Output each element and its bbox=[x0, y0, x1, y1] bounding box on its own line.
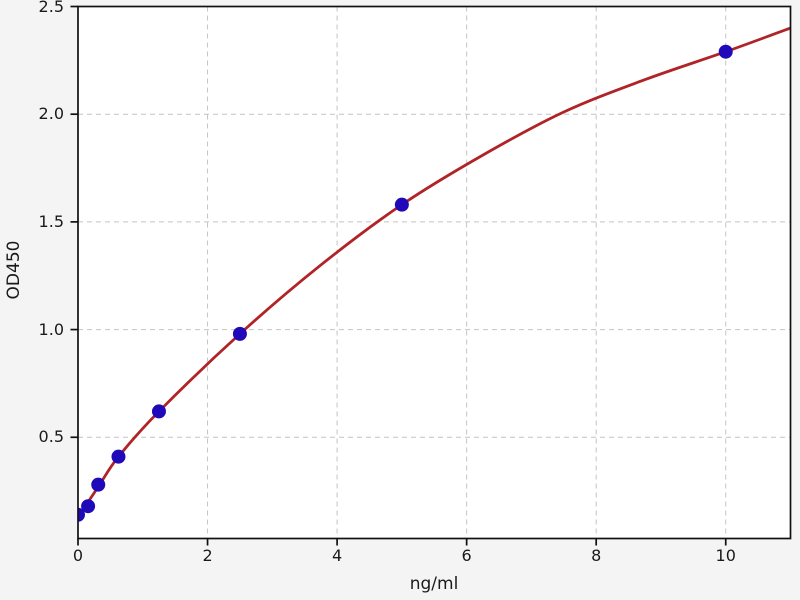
y-tick-label: 2.0 bbox=[38, 104, 64, 124]
data-point bbox=[394, 197, 409, 212]
data-point bbox=[151, 404, 166, 419]
plot-background bbox=[78, 6, 791, 539]
x-axis-label: ng/ml bbox=[409, 574, 459, 594]
y-tick-label: 2.5 bbox=[38, 0, 64, 16]
x-tick-label: 4 bbox=[331, 546, 343, 565]
y-tick-label: 1.5 bbox=[38, 211, 64, 231]
data-point bbox=[78, 507, 85, 522]
y-axis-label: OD450 bbox=[4, 240, 24, 300]
x-tick-label: 10 bbox=[715, 546, 736, 565]
y-tick-label: 0.5 bbox=[38, 427, 64, 447]
data-point bbox=[91, 477, 106, 492]
x-tick-label: 8 bbox=[591, 546, 602, 565]
y-tick-label: 1.0 bbox=[38, 319, 64, 339]
x-tick-label: 6 bbox=[461, 546, 472, 565]
data-point bbox=[232, 326, 247, 341]
plot-border bbox=[77, 5, 792, 540]
x-tick-label: 2 bbox=[202, 546, 213, 565]
data-point bbox=[111, 449, 126, 464]
data-point bbox=[81, 499, 96, 514]
data-point bbox=[718, 44, 733, 59]
x-tick-label: 0 bbox=[72, 546, 84, 565]
